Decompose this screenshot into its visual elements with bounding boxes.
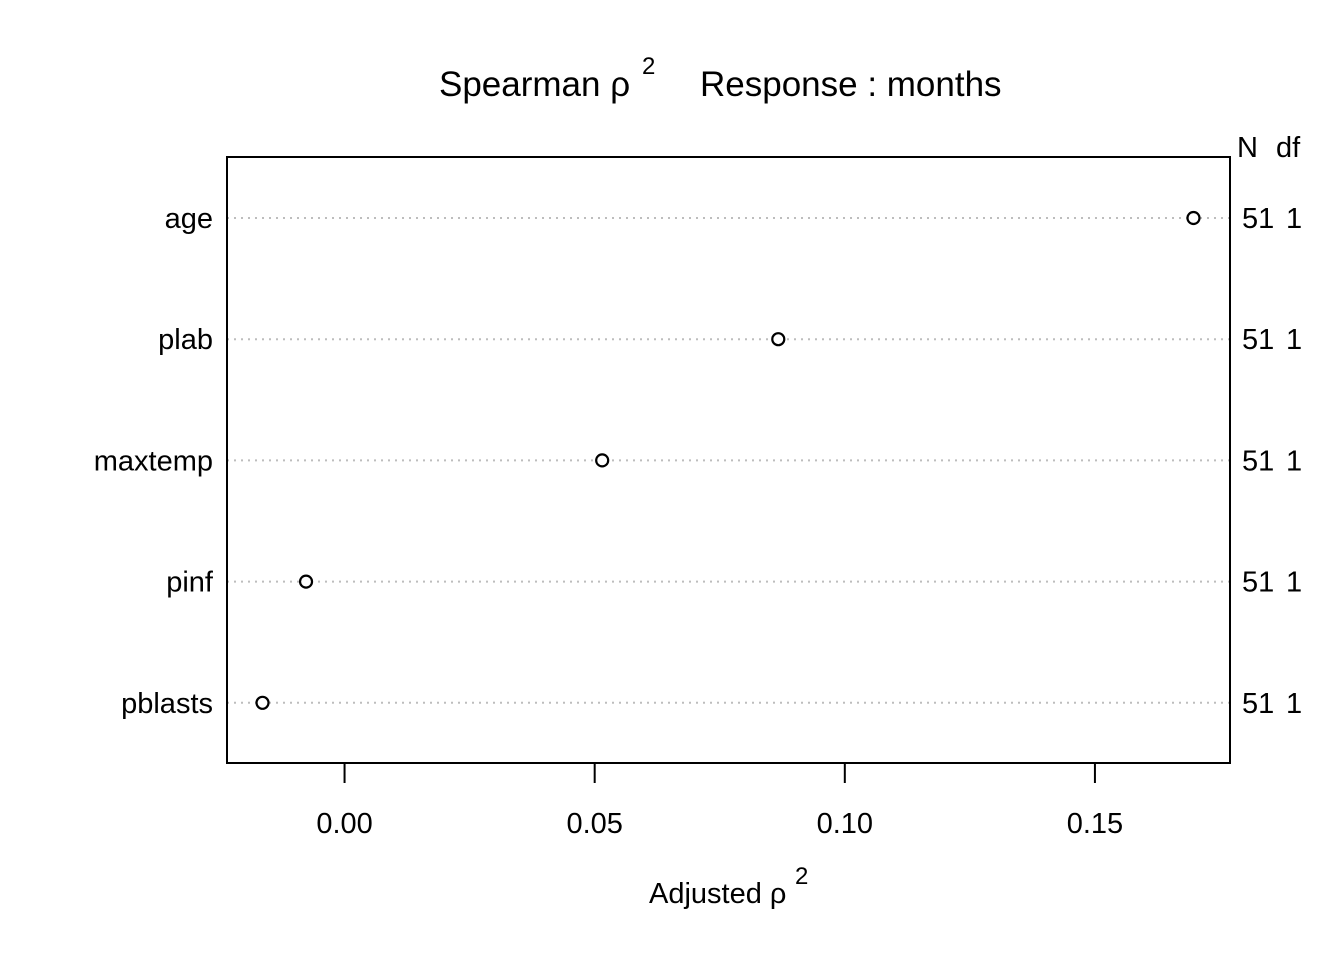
x-axis-title: Adjusted ρ 2 [649,863,808,910]
x-tick-label: 0.05 [566,808,622,840]
right-column-headers: N df [1237,132,1301,164]
n-value: 51 [1242,688,1274,720]
df-value: 1 [1286,203,1302,235]
df-value: 1 [1286,567,1302,599]
chart-title: Spearman ρ 2 Response : months [439,53,1002,104]
header-n: N [1237,132,1258,164]
data-point [771,332,786,347]
n-value: 51 [1242,567,1274,599]
svg-text:Spearman ρ: Spearman ρ [439,65,630,104]
n-value: 51 [1242,203,1274,235]
guide-lines [227,217,1230,704]
df-value: 1 [1286,324,1302,356]
category-label: plab [158,324,213,356]
x-tick-label: 0.10 [817,808,873,840]
xlabel-rho: ρ [770,878,787,910]
xlabel-exponent: 2 [795,863,808,890]
data-point [1186,210,1201,226]
category-label: pinf [166,567,214,599]
category-labels: age plab maxtemp pinf pblasts [94,203,214,720]
data-point [595,453,610,468]
xlabel-text: Adjusted [649,878,770,910]
category-label: pblasts [121,688,213,720]
title-rho: ρ [610,65,630,104]
data-points [255,210,1201,710]
plot-frame [226,156,1231,764]
category-label: maxtemp [94,445,213,477]
title-exponent: 2 [642,53,655,80]
n-value: 51 [1242,324,1274,356]
x-tick-label: 0.15 [1067,808,1123,840]
title-part1: Spearman [439,65,610,104]
df-value: 1 [1286,445,1302,477]
header-df: df [1276,132,1301,164]
svg-text:Adjusted ρ: Adjusted ρ [649,878,786,910]
title-part2: Response : months [700,65,1002,104]
data-point [298,574,314,589]
x-axis: 0.00 0.05 0.10 0.15 [316,763,1123,840]
n-df-values: 51 1 51 1 51 1 51 1 51 1 [1242,203,1302,720]
data-point [255,695,270,710]
df-value: 1 [1286,688,1302,720]
x-tick-label: 0.00 [316,808,372,840]
category-label: age [165,203,213,235]
n-value: 51 [1242,445,1274,477]
